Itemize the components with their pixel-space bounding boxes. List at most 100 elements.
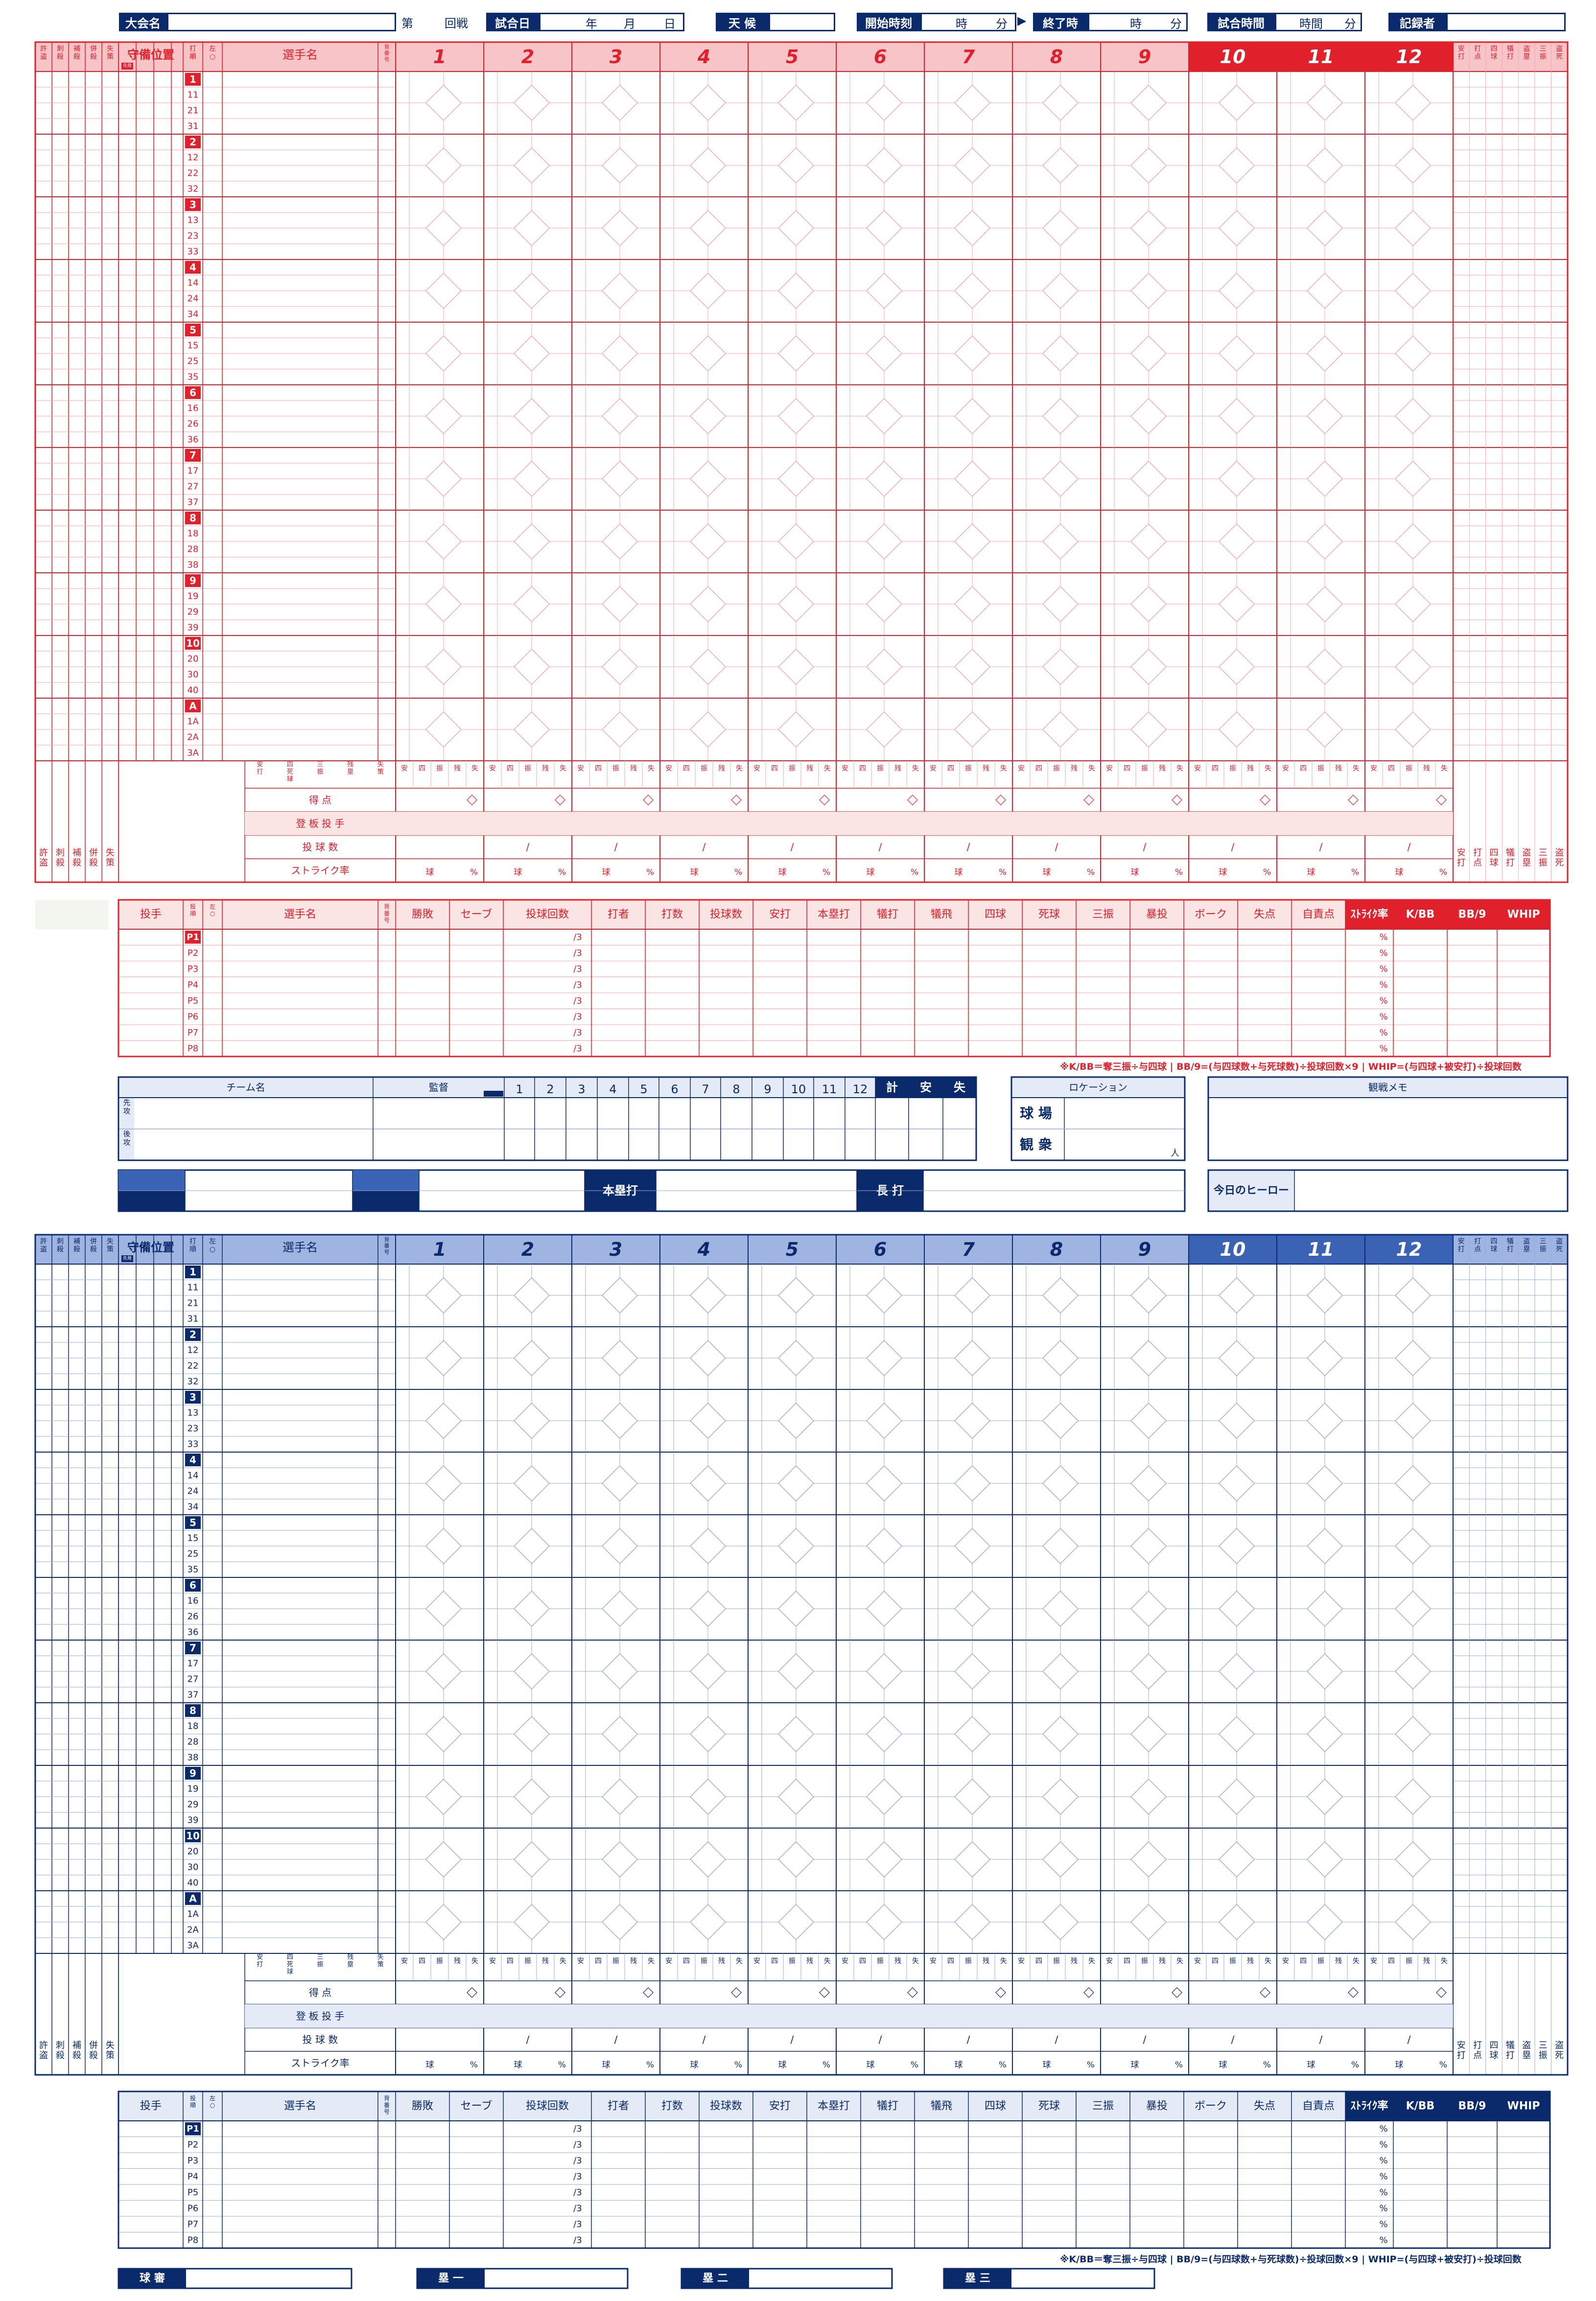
inning-sub-head: 失 [648,1957,655,1965]
sub-order-29: 29 [188,607,199,617]
base-diamond [601,1903,638,1941]
inning-sub-head: 振 [877,765,884,773]
base-diamond [425,210,462,247]
totals-head-4: 失策 [377,1954,384,1969]
base-diamond [954,272,991,309]
base-diamond [1130,711,1167,748]
base-diamond [425,1590,462,1627]
pitch-count-sep: / [703,2034,706,2045]
base-diamond [866,1778,903,1815]
base-diamond [1394,398,1432,435]
svg-text:盗: 盗 [1523,45,1530,53]
inning-sub-head: 残 [1423,765,1430,773]
order-badge-8 [185,1704,201,1717]
right-stat-foot-5: 三振 [1539,2041,1548,2061]
tournament-label: 大会名 [119,13,167,31]
svg-text:失: 失 [107,45,114,53]
order-number-A: A [189,700,197,712]
svg-text:失: 失 [377,761,384,769]
base-diamond [689,1277,727,1314]
duration-field[interactable] [1275,13,1362,31]
base-diamond [1130,335,1167,372]
svg-text:補: 補 [72,848,81,858]
base-diamond [513,1841,550,1878]
umpire-label-1: 塁 一 [438,2273,464,2285]
game-date-field[interactable] [539,13,684,31]
base-diamond [1394,648,1432,685]
strike-unit-ball: 球 [514,2060,522,2070]
linescore-inning-11: 11 [822,1082,837,1096]
base-diamond [601,1590,638,1627]
inning-sub-head: 安 [930,765,937,773]
base-diamond [513,272,550,309]
inning-sub-head: 安 [842,1957,848,1965]
pitcher-order-P8: P8 [188,2235,198,2245]
sub-order-20: 20 [188,1847,199,1857]
pitcher-row-fill [245,812,1453,835]
start-time-field[interactable] [920,13,1016,31]
base-diamond [777,586,815,623]
sub-order-32: 32 [188,1377,199,1387]
sub-order-38: 38 [188,1753,199,1763]
base-diamond [777,648,815,685]
order-number-5: 5 [189,1517,196,1528]
inning-sub-head: 振 [1053,765,1060,773]
sub-order-14: 14 [188,278,199,288]
inning-sub-head: 振 [524,1957,531,1965]
svg-text:打: 打 [1507,1245,1514,1253]
pitch-count-sep: / [967,841,970,853]
order-number-10: 10 [186,1830,200,1842]
base-diamond [954,1715,991,1753]
base-diamond [425,648,462,685]
sub-order-39: 39 [188,623,199,633]
base-diamond [425,1653,462,1690]
sub-order-17: 17 [188,1659,199,1669]
right-stat-foot-5: 三振 [1539,848,1548,869]
order-badge-6 [185,386,201,399]
recorder-field[interactable] [1446,13,1566,31]
right-stat-foot-0: 安打 [1457,848,1466,869]
innings-suffix: /3 [573,1011,582,1022]
homerun-color-b [118,1191,185,1211]
pitcher-order-P7: P7 [188,1028,198,1038]
base-diamond [1130,523,1167,560]
score-diamond-icon [555,1987,565,1998]
inning-header-8 [1012,1234,1101,1265]
base-diamond [513,1715,550,1753]
inning-sub-head: 残 [1423,1957,1430,1965]
svg-text:盗: 盗 [40,1245,47,1253]
end-min-unit: 分 [1170,17,1182,31]
inning-sub-head: 振 [1141,765,1148,773]
strike-unit-pct: % [1175,868,1183,877]
base-diamond [513,1339,550,1377]
left-stat-foot-3: 併殺 [89,2041,98,2061]
summary-label-3: ストライク率 [291,2057,350,2069]
pitcher-order-P6: P6 [188,1011,198,1022]
base-diamond [1042,1527,1079,1565]
pitch-count-sep: / [879,841,882,853]
left-stat-foot-0: 許盗 [39,2041,48,2061]
strike-unit-ball: 球 [1131,2060,1139,2070]
round-field[interactable] [416,13,441,28]
summary-label-0: 得 点 [309,794,331,806]
order-badge-7 [185,449,201,462]
score-diamond-icon [467,795,477,805]
base-diamond [513,1527,550,1565]
inning-sub-head: 四 [1035,1957,1042,1965]
base-diamond [866,272,903,309]
weather-field[interactable] [769,13,835,31]
base-diamond [689,398,727,435]
inning-sub-head: 安 [753,765,760,773]
pitching-side-tab [35,900,109,929]
tournament-field[interactable] [167,13,396,31]
inning-sub-head: 失 [1000,1957,1007,1965]
end-time-field[interactable] [1088,13,1188,31]
base-diamond [1394,1402,1432,1439]
sub-order-3A: 3A [187,748,199,758]
summary-label-2: 投 球 数 [303,841,338,853]
base-diamond [1130,1653,1167,1690]
pitcher-row-fill [245,2004,1453,2028]
base-diamond [866,335,903,372]
inning-sub-head: 失 [471,765,478,773]
svg-text:許: 許 [39,848,48,858]
